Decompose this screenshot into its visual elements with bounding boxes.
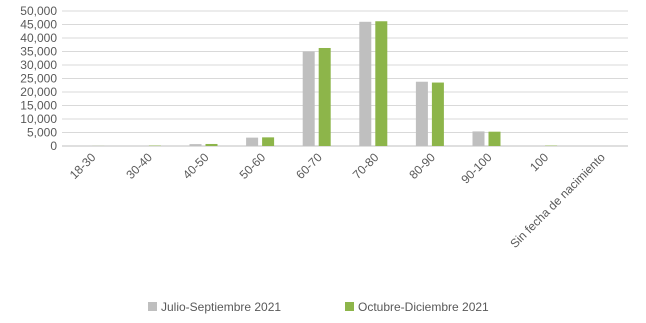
x-tick-label: 70-80 [350,150,382,182]
x-tick-label: Sin fecha de nacimiento [507,150,608,251]
y-tick-label: 35,000 [20,45,57,59]
y-tick-label: 15,000 [20,99,57,113]
legend: Julio-Septiembre 2021 Octubre-Diciembre 2… [148,300,489,314]
bar-jul-sep [415,81,428,146]
x-axis-ticks: 18-30 30-40 40-50 50-60 60-70 70-80 80-90 90-10… [67,150,608,251]
y-tick-label: 25,000 [20,72,57,86]
bar-oct-dic [205,143,218,146]
bar-oct-dic [375,21,388,146]
bar-jul-sep [472,131,485,146]
y-tick-label: 40,000 [20,31,57,45]
x-tick-label: 80-90 [406,150,438,182]
y-tick-label: 30,000 [20,58,57,72]
bar-jul-sep [246,137,259,146]
bar-oct-dic [318,47,331,146]
x-tick-label: 40-50 [180,150,212,182]
gridlines [62,10,628,147]
x-tick-label: 60-70 [293,150,325,182]
y-tick-label: 45,000 [20,18,57,32]
bars [76,21,558,146]
x-tick-label: 30-40 [123,150,155,182]
bar-oct-dic [262,137,275,146]
y-tick-label: 5,000 [27,126,57,140]
legend-label: Octubre-Diciembre 2021 [358,300,489,314]
x-tick-label: 18-30 [67,150,99,182]
y-tick-label: 0 [50,139,57,153]
legend-item: Octubre-Diciembre 2021 [345,300,489,314]
x-tick-label: 50-60 [237,150,269,182]
bar-jul-sep [359,21,372,146]
y-tick-label: 20,000 [20,85,57,99]
legend-label: Julio-Septiembre 2021 [161,300,281,314]
legend-item: Julio-Septiembre 2021 [148,300,281,314]
legend-swatch [148,302,157,311]
bar-oct-dic [488,131,501,146]
x-tick-label: 100 [527,150,551,174]
y-axis-ticks: 05,00010,00015,00020,00025,00030,00035,0… [20,4,57,153]
y-tick-label: 50,000 [20,4,57,18]
bar-jul-sep [302,51,315,146]
x-tick-label: 90-100 [458,150,495,187]
y-tick-label: 10,000 [20,112,57,126]
legend-swatch [345,302,354,311]
bar-oct-dic [431,82,444,146]
bar-jul-sep [189,144,202,146]
